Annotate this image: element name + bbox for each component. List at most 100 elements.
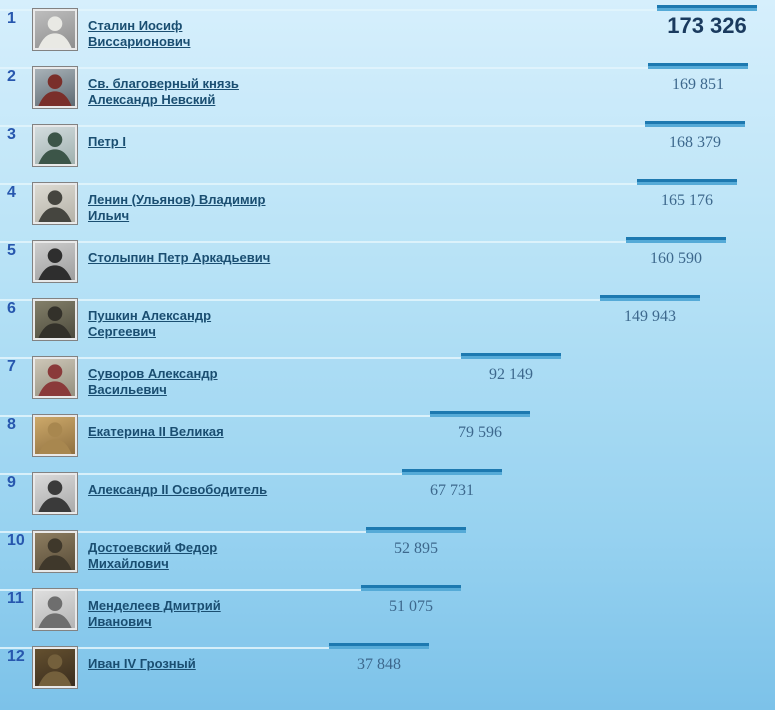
list-item: 1 Сталин Иосиф Виссарионович 173 326 [0,3,775,61]
vote-count: 165 176 [661,192,713,209]
portrait-thumbnail[interactable] [32,66,78,109]
rank-number: 3 [7,126,16,143]
vote-bar [645,121,745,127]
list-item: 8 Екатерина II Великая 79 596 [0,409,775,467]
portrait-image [35,533,75,570]
rank-number: 4 [7,184,16,201]
rank-number: 5 [7,242,16,259]
list-item: 3 Петр I 168 379 [0,119,775,177]
person-silhouette-icon [38,306,72,338]
list-item: 4 Ленин (Ульянов) Владимир Ильич 165 176 [0,177,775,235]
portrait-image [35,359,75,396]
vote-count: 37 848 [357,656,401,673]
portrait-thumbnail[interactable] [32,298,78,341]
portrait-thumbnail[interactable] [32,240,78,283]
portrait-thumbnail[interactable] [32,414,78,457]
vote-bar [648,63,748,69]
vote-bar-track [0,415,430,417]
rank-number: 9 [7,474,16,491]
portrait-image [35,11,75,48]
vote-bar [430,411,530,417]
person-link[interactable]: Суворов Александр Васильевич [88,366,218,397]
person-silhouette-icon [38,480,72,512]
person-link[interactable]: Св. благоверный князь Александр Невский [88,76,239,107]
rank-number: 6 [7,300,16,317]
vote-count: 168 379 [669,134,721,151]
vote-count: 51 075 [389,598,433,615]
list-item: 10 Достоевский Федор Михайлович 52 895 [0,525,775,583]
list-item: 7 Суворов Александр Васильевич 92 149 [0,351,775,409]
vote-count: 92 149 [489,366,533,383]
person-silhouette-icon [38,248,72,280]
vote-bar [600,295,700,301]
portrait-thumbnail[interactable] [32,472,78,515]
rank-number: 8 [7,416,16,433]
portrait-image [35,591,75,628]
person-link[interactable]: Иван IV Грозный [88,656,196,671]
person-link[interactable]: Александр II Освободитель [88,482,268,497]
person-silhouette-icon [38,654,72,686]
portrait-thumbnail[interactable] [32,124,78,167]
portrait-image [35,127,75,164]
rank-number: 2 [7,68,16,85]
portrait-thumbnail[interactable] [32,182,78,225]
vote-bar-track [0,9,657,11]
vote-count: 149 943 [624,308,676,325]
vote-bar [366,527,466,533]
person-silhouette-icon [38,74,72,106]
rank-number: 10 [7,532,25,549]
portrait-image [35,69,75,106]
portrait-thumbnail[interactable] [32,646,78,689]
vote-bar [657,5,757,11]
list-item: 5 Столыпин Петр Аркадьевич 160 590 [0,235,775,293]
person-silhouette-icon [38,538,72,570]
portrait-thumbnail[interactable] [32,530,78,573]
vote-bar [637,179,737,185]
portrait-thumbnail[interactable] [32,588,78,631]
person-link[interactable]: Достоевский Федор Михайлович [88,540,218,571]
vote-bar-track [0,125,645,127]
vote-bar [402,469,502,475]
vote-count: 52 895 [394,540,438,557]
list-item: 9 Александр II Освободитель 67 731 [0,467,775,525]
person-silhouette-icon [38,422,72,454]
list-item: 2 Св. благоверный князь Александр Невски… [0,61,775,119]
portrait-image [35,475,75,512]
person-silhouette-icon [38,596,72,628]
vote-bar-track [0,183,637,185]
portrait-thumbnail[interactable] [32,356,78,399]
list-item: 11 Менделеев Дмитрий Иванович 51 075 [0,583,775,641]
vote-bar-track [0,473,402,475]
vote-count: 173 326 [667,13,747,38]
vote-bar-track [0,299,600,301]
person-silhouette-icon [38,132,72,164]
portrait-image [35,301,75,338]
vote-bar-track [0,241,626,243]
person-link[interactable]: Петр I [88,134,126,149]
list-item: 12 Иван IV Грозный 37 848 [0,641,775,699]
vote-count: 160 590 [650,250,702,267]
vote-bar [626,237,726,243]
person-link[interactable]: Ленин (Ульянов) Владимир Ильич [88,192,266,223]
person-link[interactable]: Столыпин Петр Аркадьевич [88,250,271,265]
portrait-image [35,417,75,454]
portrait-image [35,243,75,280]
portrait-thumbnail[interactable] [32,8,78,51]
person-silhouette-icon [38,190,72,222]
person-link[interactable]: Екатерина II Великая [88,424,224,439]
vote-bar-track [0,67,648,69]
portrait-image [35,185,75,222]
vote-bar [361,585,461,591]
rank-number: 12 [7,648,25,665]
portrait-image [35,649,75,686]
list-item: 6 Пушкин Александр Сергеевич 149 943 [0,293,775,351]
person-link[interactable]: Менделеев Дмитрий Иванович [88,598,221,629]
rank-number: 1 [7,10,16,27]
vote-count: 67 731 [430,482,474,499]
rank-number: 7 [7,358,16,375]
person-link[interactable]: Пушкин Александр Сергеевич [88,308,212,339]
person-silhouette-icon [38,364,72,396]
person-link[interactable]: Сталин Иосиф Виссарионович [88,18,191,49]
vote-bar [461,353,561,359]
